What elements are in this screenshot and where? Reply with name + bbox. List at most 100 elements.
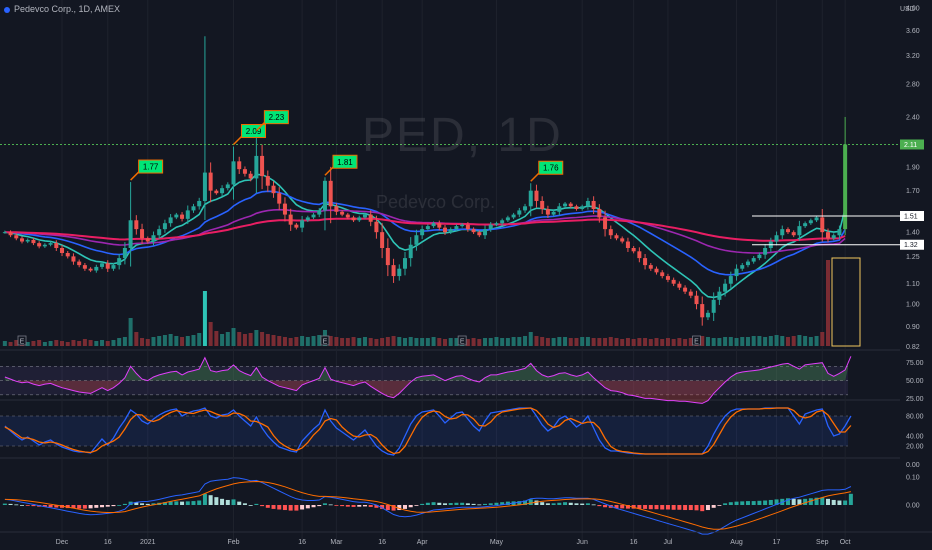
candle-body[interactable]	[197, 200, 202, 207]
candle-body[interactable]	[500, 220, 505, 224]
stoch-d-line[interactable]	[4, 407, 852, 455]
candle-body[interactable]	[168, 217, 173, 224]
candle-body[interactable]	[88, 268, 93, 271]
candle-body[interactable]	[654, 268, 659, 273]
candle-body[interactable]	[483, 229, 488, 236]
candle-body[interactable]	[345, 214, 350, 218]
price-candles[interactable]	[2, 36, 848, 326]
candle-body[interactable]	[814, 217, 819, 221]
candle-body[interactable]	[591, 200, 596, 210]
candle-body[interactable]	[105, 263, 110, 269]
candle-body[interactable]	[494, 223, 499, 225]
candle-body[interactable]	[711, 299, 716, 313]
candle-body[interactable]	[317, 210, 322, 215]
candle-body[interactable]	[391, 265, 396, 277]
candle-body[interactable]	[174, 214, 179, 218]
candle-body[interactable]	[551, 211, 556, 215]
stochastic-pane[interactable]	[0, 407, 852, 456]
candle-body[interactable]	[122, 248, 127, 259]
candle-body[interactable]	[700, 304, 705, 318]
candle-body[interactable]	[437, 223, 442, 228]
candle-body[interactable]	[585, 200, 590, 207]
candle-body[interactable]	[843, 144, 848, 230]
candle-body[interactable]	[631, 248, 636, 252]
rsi-pane[interactable]	[0, 356, 852, 404]
candle-body[interactable]	[420, 229, 425, 236]
candle-body[interactable]	[265, 176, 270, 186]
candle-body[interactable]	[71, 256, 76, 262]
candle-body[interactable]	[157, 229, 162, 236]
candle-body[interactable]	[808, 220, 813, 224]
candle-body[interactable]	[54, 243, 59, 249]
price-axis[interactable]: 0.820.901.001.101.251.401.501.701.902.40…	[900, 0, 932, 550]
candle-body[interactable]	[431, 223, 436, 227]
candle-body[interactable]	[723, 283, 728, 292]
candle-body[interactable]	[517, 210, 522, 215]
rsi-line[interactable]	[4, 356, 852, 404]
candle-body[interactable]	[37, 243, 42, 247]
candle-body[interactable]	[414, 235, 419, 245]
candle-body[interactable]	[340, 211, 345, 215]
candle-body[interactable]	[254, 155, 259, 179]
candle-body[interactable]	[643, 258, 648, 266]
candle-body[interactable]	[460, 224, 465, 227]
candle-body[interactable]	[48, 243, 53, 245]
candle-body[interactable]	[648, 265, 653, 269]
candle-body[interactable]	[220, 188, 225, 194]
candle-body[interactable]	[385, 248, 390, 266]
candle-body[interactable]	[534, 190, 539, 201]
candle-body[interactable]	[677, 283, 682, 288]
candle-body[interactable]	[397, 268, 402, 277]
candle-body[interactable]	[511, 214, 516, 218]
candle-body[interactable]	[763, 248, 768, 255]
candle-body[interactable]	[820, 217, 825, 233]
candle-body[interactable]	[465, 224, 470, 230]
candle-body[interactable]	[402, 258, 407, 269]
candle-body[interactable]	[734, 268, 739, 277]
candle-body[interactable]	[568, 203, 573, 207]
candle-body[interactable]	[608, 229, 613, 236]
candle-body[interactable]	[751, 258, 756, 262]
candle-body[interactable]	[620, 238, 625, 242]
candle-body[interactable]	[757, 254, 762, 259]
candle-body[interactable]	[831, 235, 836, 239]
candle-body[interactable]	[305, 217, 310, 221]
candle-body[interactable]	[294, 224, 299, 228]
candle-body[interactable]	[117, 258, 122, 266]
candle-body[interactable]	[351, 217, 356, 221]
candle-body[interactable]	[277, 193, 282, 204]
candle-body[interactable]	[745, 261, 750, 266]
candle-body[interactable]	[580, 206, 585, 210]
candle-body[interactable]	[282, 203, 287, 215]
candle-body[interactable]	[191, 206, 196, 211]
candle-body[interactable]	[454, 226, 459, 230]
candle-body[interactable]	[774, 235, 779, 242]
candle-body[interactable]	[25, 239, 30, 242]
candle-body[interactable]	[825, 232, 830, 239]
candle-body[interactable]	[214, 190, 219, 194]
candle-body[interactable]	[374, 221, 379, 233]
candle-body[interactable]	[488, 224, 493, 230]
candle-body[interactable]	[162, 223, 167, 230]
candle-body[interactable]	[20, 238, 25, 242]
macd-pane[interactable]	[2, 477, 853, 535]
candle-body[interactable]	[791, 232, 796, 236]
candle-body[interactable]	[380, 232, 385, 249]
candle-body[interactable]	[300, 220, 305, 228]
candle-body[interactable]	[671, 279, 676, 284]
candle-body[interactable]	[603, 217, 608, 230]
candle-body[interactable]	[780, 229, 785, 236]
candle-body[interactable]	[694, 295, 699, 305]
candle-body[interactable]	[683, 287, 688, 292]
candle-body[interactable]	[728, 276, 733, 284]
candle-body[interactable]	[42, 244, 47, 247]
stoch-k-line[interactable]	[4, 407, 852, 456]
candle-body[interactable]	[803, 223, 808, 227]
candle-body[interactable]	[368, 214, 373, 222]
candle-body[interactable]	[637, 251, 642, 259]
candle-body[interactable]	[597, 209, 602, 218]
candle-body[interactable]	[797, 226, 802, 236]
candle-body[interactable]	[362, 214, 367, 218]
candle-body[interactable]	[557, 206, 562, 212]
